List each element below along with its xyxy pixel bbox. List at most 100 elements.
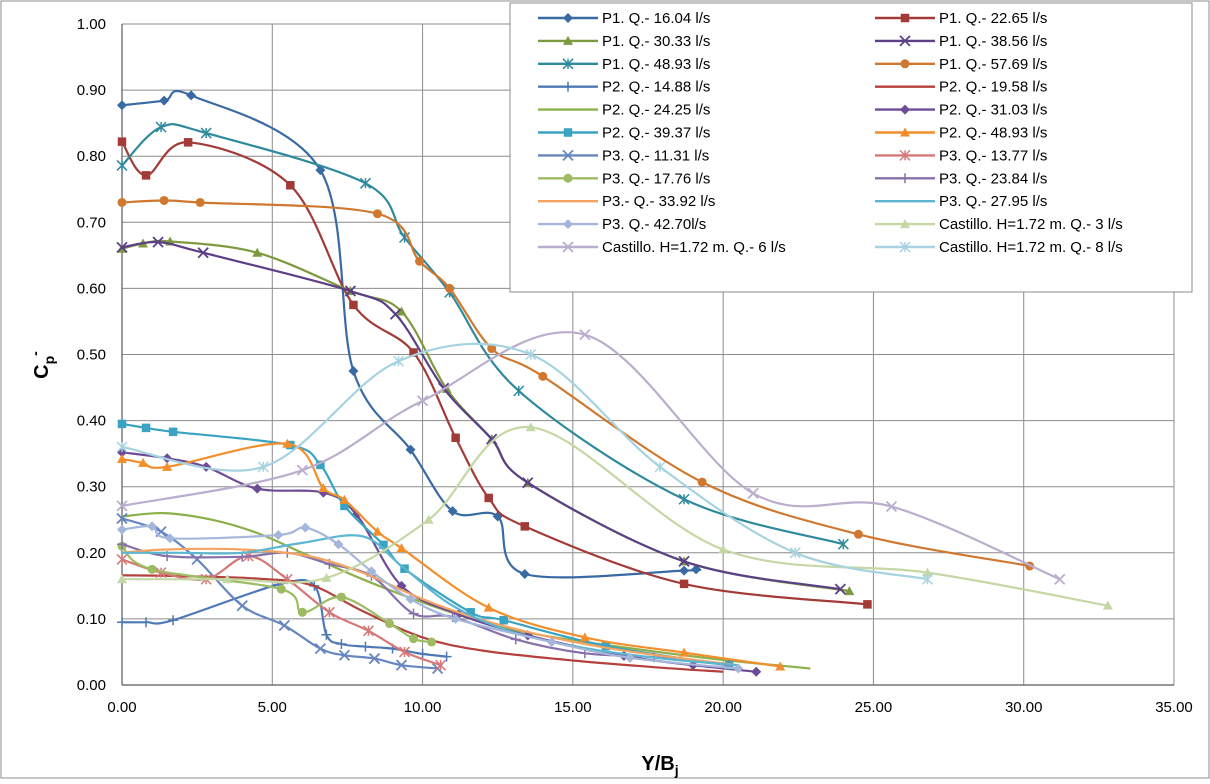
- data-point-p1-q-48-93-l-s: [399, 231, 411, 244]
- data-point-p1-q-57-69-l-s: [415, 256, 425, 266]
- legend-swatch-marker: [563, 35, 573, 45]
- data-point-p1-q-48-93-l-s: [837, 538, 849, 550]
- legend-label: P3.- Q.- 33.92 l/s: [602, 193, 715, 210]
- legend-entry-p2-q-39-37-l-s: P2. Q.- 39.37 l/s: [538, 125, 710, 142]
- data-point-p2-q-48-93-l-s: [117, 453, 127, 463]
- series-castillo-h-1-72-m-q-8-l-s: [116, 342, 934, 585]
- series-p2-q-19-58-l-s: [121, 574, 724, 673]
- data-point-p1-q-30-33-l-s: [252, 247, 263, 257]
- data-point-p1-q-48-93-l-s: [116, 159, 128, 171]
- legend-swatch-marker: [900, 173, 910, 184]
- data-point-p1-q-22-65-l-s: [183, 138, 193, 147]
- data-point-castillo-h-1-72-m-q-3-l-s: [922, 567, 933, 577]
- y-tick-label: 0.00: [77, 677, 106, 694]
- data-point-p3-q-23-84-l-s: [408, 608, 419, 619]
- data-point-p3-q-23-84-l-s: [510, 634, 521, 645]
- y-tick-label: 0.70: [77, 214, 106, 231]
- data-point-p2-q-39-37-l-s: [117, 419, 127, 429]
- data-point-p1-q-57-69-l-s: [195, 197, 205, 207]
- data-point-p1-q-30-33-l-s: [396, 306, 407, 316]
- data-point-p1-q-16-04-l-s: [117, 100, 127, 111]
- legend-entry-p3-q-17-76-l-s: P3. Q.- 17.76 l/s: [538, 170, 710, 187]
- data-point-p3-q-42-70l-s: [333, 539, 344, 550]
- data-point-p3-q-13-77-l-s: [435, 659, 447, 671]
- legend-swatch-marker: [900, 59, 910, 69]
- data-point-p3-q-42-70l-s: [405, 594, 416, 605]
- data-point-p1-q-57-69-l-s: [372, 209, 382, 219]
- legend-entry-p1-q-30-33-l-s: P1. Q.- 30.33 l/s: [538, 33, 710, 50]
- x-tick-label: 10.00: [404, 699, 442, 716]
- y-axis-title-superscript: -: [27, 351, 43, 356]
- data-point-p2-q-48-93-l-s: [138, 457, 149, 467]
- data-point-p2-q-31-03-l-s: [751, 666, 762, 677]
- x-tick-label: 15.00: [554, 699, 592, 716]
- legend-entry-p1-q-22-65-l-s: P1. Q.- 22.65 l/s: [875, 10, 1047, 27]
- series-line-p3-q-27-95-l-s: [121, 534, 739, 667]
- data-point-p1-q-22-65-l-s: [117, 137, 127, 146]
- data-point-p2-q-48-93-l-s: [162, 461, 173, 471]
- legend-swatch-marker: [563, 173, 573, 183]
- x-tick-label: 35.00: [1155, 699, 1193, 716]
- data-point-p2-q-48-93-l-s: [579, 632, 590, 642]
- data-point-p3-q-42-70l-s: [733, 663, 744, 674]
- legend-entry-p2-q-14-88-l-s: P2. Q.- 14.88 l/s: [538, 79, 710, 96]
- data-point-p3-q-11-31-l-s: [338, 649, 351, 661]
- data-point-p1-q-22-65-l-s: [286, 181, 295, 190]
- data-point-p1-q-22-65-l-s: [863, 600, 872, 609]
- legend-label: P1. Q.- 38.56 l/s: [939, 33, 1047, 50]
- legend-label: P2. Q.- 19.58 l/s: [939, 79, 1047, 96]
- data-point-castillo-h-1-72-m-q-3-l-s: [525, 422, 536, 432]
- data-point-p1-q-57-69-l-s: [853, 529, 863, 539]
- data-point-p1-q-48-93-l-s: [200, 127, 212, 139]
- data-point-castillo-h-1-72-m-q-8-l-s: [922, 573, 934, 585]
- legend-swatch-marker: [900, 104, 910, 115]
- legend: P1. Q.- 16.04 l/s P1. Q.- 22.65 l/s P1. Q.…: [509, 2, 1193, 293]
- data-point-p1-q-30-33-l-s: [844, 586, 855, 596]
- series-p3-q-42-70l-s: [117, 521, 744, 674]
- y-tick-label: 0.10: [77, 611, 106, 628]
- legend-label: Castillo. H=1.72 m. Q.- 3 l/s: [939, 216, 1123, 233]
- data-point-p2-q-39-37-l-s: [379, 540, 388, 550]
- data-point-p1-q-38-56-l-s: [344, 285, 357, 297]
- data-point-p3-q-42-70l-s: [300, 522, 311, 533]
- data-point-castillo-h-1-72-m-q-8-l-s: [654, 461, 666, 473]
- data-point-p1-q-22-65-l-s: [349, 300, 358, 310]
- legend-label: P3. Q.- 27.95 l/s: [939, 193, 1047, 210]
- x-axis-title: Y/Bj: [641, 753, 678, 778]
- legend-entry-p2-q-19-58-l-s: P2. Q.- 19.58 l/s: [875, 79, 1047, 96]
- series-p3-q-33-92-l-s: [121, 547, 739, 667]
- data-point-p1-q-38-56-l-s: [389, 308, 402, 320]
- data-point-castillo-h-1-72-m-q-8-l-s: [116, 441, 128, 453]
- data-point-castillo-h-1-72-m-q-8-l-s: [525, 348, 537, 361]
- data-point-p2-q-48-93-l-s: [775, 661, 786, 671]
- series-line-p3-q-23-84-l-s: [121, 543, 730, 667]
- data-point-castillo-h-1-72-m-q-3-l-s: [321, 572, 332, 582]
- x-tick-label: 5.00: [258, 699, 287, 716]
- data-point-p3-q-13-77-l-s: [323, 606, 335, 618]
- legend-swatch-marker: [899, 241, 911, 253]
- data-point-p1-q-22-65-l-s: [409, 348, 418, 357]
- data-point-p2-q-48-93-l-s: [396, 543, 407, 553]
- data-point-p3-q-17-76-l-s: [427, 637, 437, 647]
- data-point-p3-q-42-70l-s: [117, 524, 127, 535]
- legend-entry-castillo-h-1-72-m-q-3-l-s: Castillo. H=1.72 m. Q.- 3 l/s: [875, 216, 1123, 233]
- data-point-p1-q-22-65-l-s: [679, 579, 689, 589]
- data-point-p1-q-38-56-l-s: [197, 247, 209, 259]
- data-point-p2-q-48-93-l-s: [318, 483, 329, 493]
- data-point-p3-q-42-70l-s: [147, 521, 158, 532]
- legend-swatch-marker: [562, 58, 574, 70]
- data-point-p2-q-48-93-l-s: [372, 526, 383, 536]
- series-p1-q-16-04-l-s: [117, 90, 702, 579]
- legend-swatch-marker: [900, 13, 910, 23]
- series-p1-q-48-93-l-s: [116, 121, 849, 550]
- data-point-p3-q-13-77-l-s: [399, 646, 411, 658]
- y-axis-title: Cp-: [27, 351, 57, 379]
- data-point-castillo-h-1-72-m-q-8-l-s: [789, 547, 801, 559]
- data-point-p1-q-57-69-l-s: [697, 477, 707, 487]
- legend-entry-castillo-h-1-72-m-q-8-l-s: Castillo. H=1.72 m. Q.- 8 l/s: [875, 239, 1123, 256]
- data-point-p2-q-48-93-l-s: [483, 602, 494, 612]
- data-point-p1-q-22-65-l-s: [484, 493, 493, 503]
- data-point-castillo-h-1-72-m-q-6-l-s: [1054, 573, 1066, 585]
- data-point-p2-q-14-88-l-s: [117, 617, 127, 628]
- data-point-p3-q-17-76-l-s: [385, 619, 395, 629]
